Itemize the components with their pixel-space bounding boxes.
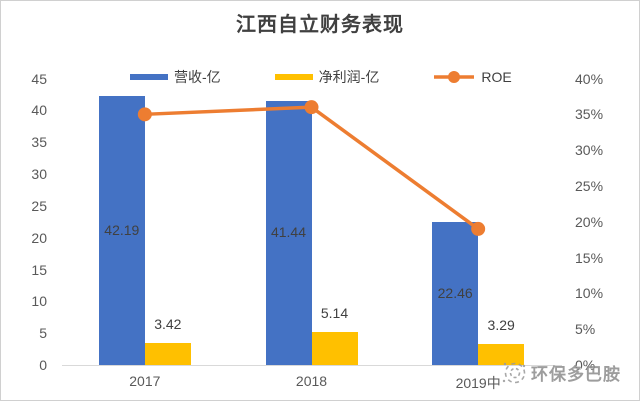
bar-净利润-亿-2019中 [478, 344, 525, 365]
data-label-净利润-亿-2017: 3.42 [154, 316, 182, 333]
right-axis-tick-15%: 15% [575, 249, 604, 266]
watermark: 环保多巴胺 [500, 357, 621, 387]
legend-label-profit: 净利润-亿 [318, 69, 380, 85]
right-axis-tick-40%: 40% [575, 70, 604, 87]
right-axis-tick-25%: 25% [575, 177, 604, 194]
roe-line-marker-icon [434, 71, 475, 83]
data-label-净利润-亿-2018: 5.14 [320, 305, 349, 322]
right-axis-tick-10%: 10% [575, 285, 604, 302]
bar-营收-亿-2017 [98, 96, 145, 365]
legend-item-roe: ROE [433, 69, 512, 85]
bar-净利润-亿-2018 [311, 332, 358, 365]
watermark-text: 环保多巴胺 [531, 364, 621, 384]
x-axis-line [61, 365, 562, 366]
left-axis-tick-35: 35 [31, 134, 47, 151]
profit-swatch-icon [274, 74, 313, 80]
data-label-净利润-亿-2019中: 3.29 [487, 317, 515, 334]
x-axis-category-2018: 2018 [295, 373, 328, 389]
roe-line-path [143, 105, 480, 231]
x-axis-category-2019中: 2019中 [455, 375, 501, 391]
left-axis-tick-30: 30 [31, 166, 47, 182]
bar-营收-亿-2019中 [432, 222, 479, 365]
right-axis-tick-0%: 0% [575, 357, 596, 373]
watermark-logo-icon [502, 362, 526, 384]
legend-item-profit: 净利润-亿 [274, 67, 380, 87]
left-axis-tick-25: 25 [31, 197, 47, 214]
right-axis-tick-5%: 5% [575, 321, 596, 338]
right-axis-tick-30%: 30% [575, 142, 604, 159]
right-axis-tick-35%: 35% [575, 106, 604, 123]
legend-label-revenue: 营收-亿 [174, 69, 221, 85]
bar-净利润-亿-2017 [144, 343, 191, 365]
legend: 营收-亿 净利润-亿 ROE [130, 67, 512, 87]
data-label-营收-亿-2019中: 22.46 [437, 284, 473, 301]
left-axis-tick-45: 45 [31, 70, 47, 87]
chart-title: 江西自立财务表现 [236, 14, 404, 36]
left-axis-tick-0: 0 [39, 357, 47, 373]
left-axis-tick-5: 5 [39, 325, 47, 342]
left-axis-tick-20: 20 [31, 229, 47, 246]
left-axis-tick-10: 10 [31, 293, 47, 310]
right-axis-tick-20%: 20% [575, 213, 604, 230]
left-axis-tick-40: 40 [31, 102, 47, 119]
left-axis-tick-15: 15 [31, 261, 47, 278]
revenue-swatch-icon [130, 74, 168, 80]
x-axis-category-2017: 2017 [129, 373, 161, 389]
data-label-营收-亿-2017: 42.19 [104, 221, 140, 238]
legend-item-revenue: 营收-亿 [130, 67, 221, 87]
data-label-营收-亿-2018: 41.44 [270, 224, 307, 241]
legend-label-roe: ROE [481, 69, 512, 85]
